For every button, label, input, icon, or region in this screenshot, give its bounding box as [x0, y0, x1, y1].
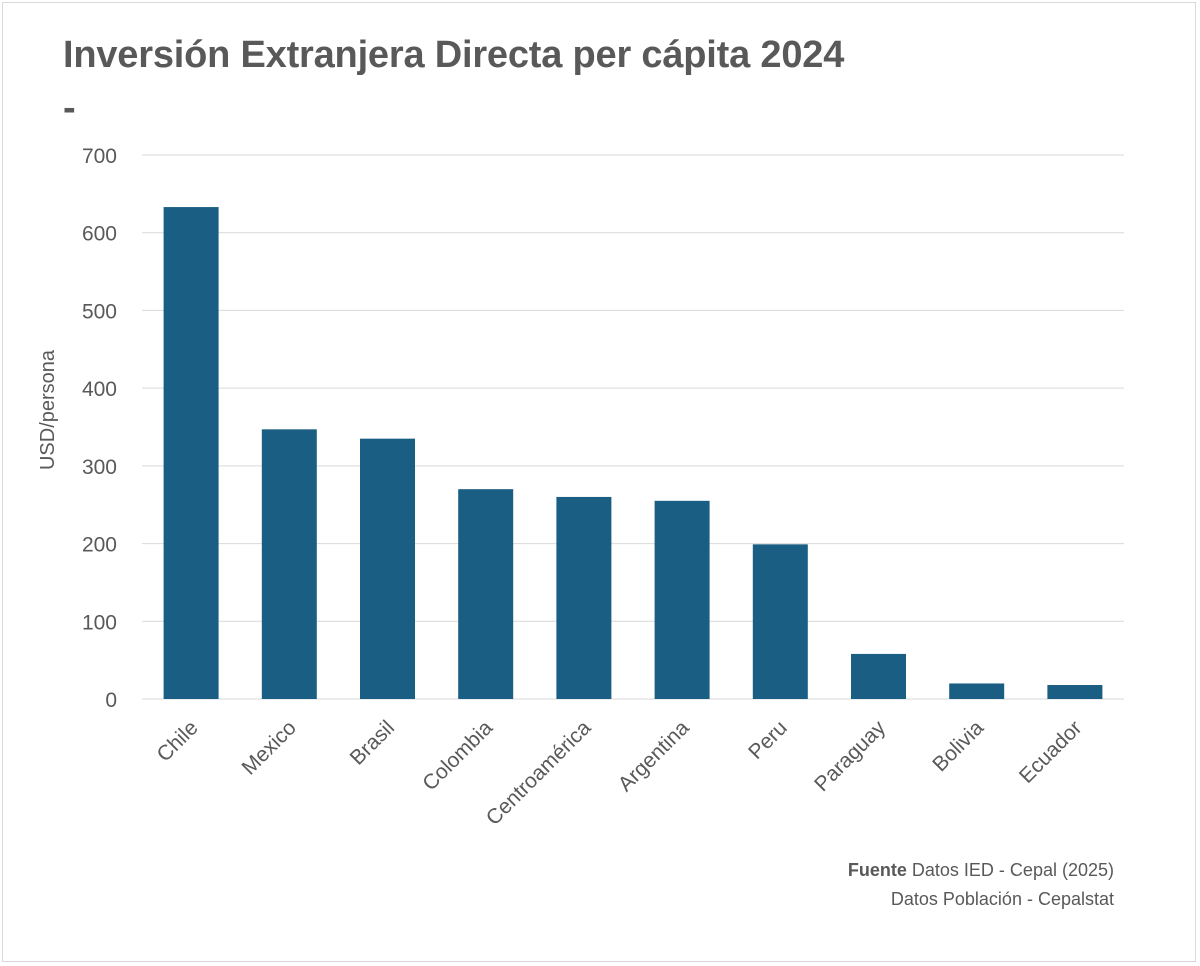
x-tick-label: Bolivia: [928, 716, 988, 776]
x-tick-label: Paraguay: [810, 716, 890, 796]
source-line-1: Fuente Datos IED - Cepal (2025): [848, 856, 1114, 885]
bar-ecuador: [1047, 685, 1103, 699]
bar-chile: [163, 207, 219, 699]
x-tick-label: Centroamérica: [482, 716, 596, 830]
y-tick-label: 200: [82, 534, 117, 557]
bars: [163, 207, 1103, 699]
x-tick-label: Colombia: [418, 716, 497, 795]
source-line-2: Datos Población - Cepalstat: [890, 889, 1114, 909]
bar-bolivia: [949, 683, 1005, 699]
chart-subtitle: -: [63, 87, 76, 129]
y-axis-label: USD/persona: [37, 349, 59, 470]
x-tick-label: Ecuador: [1015, 716, 1087, 788]
y-tick-label: 700: [82, 145, 117, 168]
x-tick-label: Peru: [744, 716, 792, 764]
source-note: Fuente Datos IED - Cepal (2025) Datos Po…: [848, 856, 1114, 914]
bar-mexico: [261, 429, 317, 699]
bar-argentina: [654, 500, 710, 699]
y-axis-ticks: 0 100 200 300 400 500 600 700: [82, 145, 117, 712]
source-text-1: Datos IED - Cepal (2025): [911, 860, 1114, 880]
y-tick-label: 300: [82, 456, 117, 479]
y-tick-label: 500: [82, 300, 117, 323]
bar-brasil: [360, 438, 415, 699]
bar-centroamerica: [556, 496, 612, 699]
y-tick-label: 600: [82, 223, 117, 246]
bar-peru: [752, 544, 808, 699]
y-tick-label: 400: [82, 378, 117, 401]
x-tick-label: Mexico: [238, 716, 301, 779]
bar-colombia: [458, 489, 514, 699]
y-tick-label: 100: [82, 611, 117, 634]
source-label: Fuente: [847, 860, 907, 880]
chart-title: Inversión Extranjera Directa per cápita …: [63, 34, 845, 76]
x-tick-label: Brasil: [346, 716, 399, 769]
x-tick-label: Argentina: [614, 716, 694, 796]
x-tick-label: Chile: [153, 716, 203, 766]
y-tick-label: 0: [105, 689, 117, 712]
bar-paraguay: [851, 653, 906, 699]
